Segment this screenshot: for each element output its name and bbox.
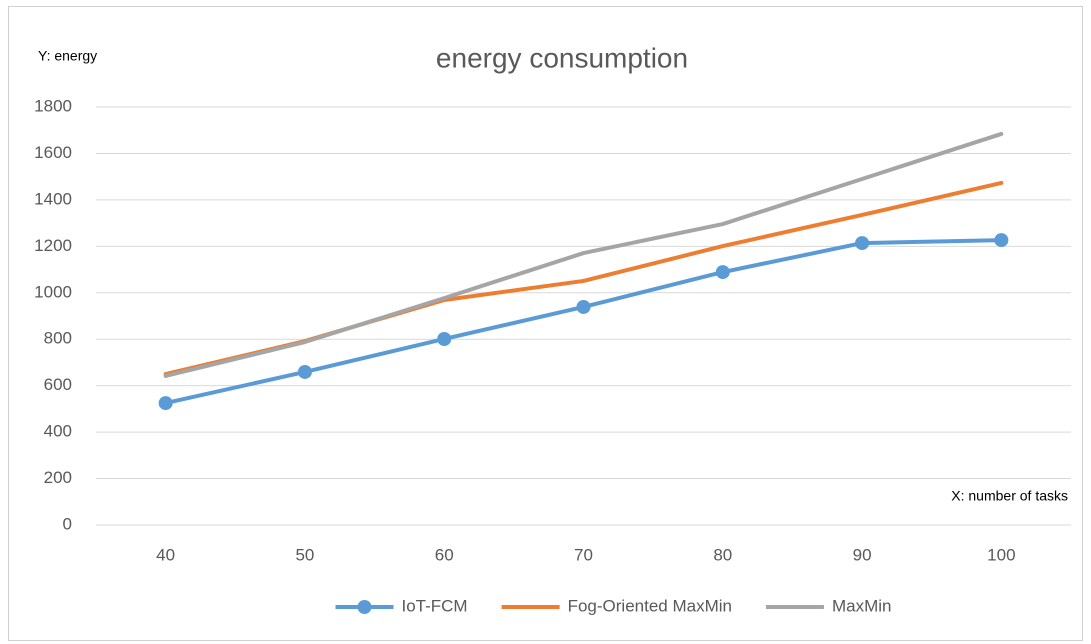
y-tick-label: 1400 xyxy=(34,189,72,208)
y-tick-label: 1200 xyxy=(34,236,72,255)
x-axis-label: X: number of tasks xyxy=(951,488,1068,504)
x-tick-label: 50 xyxy=(295,545,314,564)
legend-label: MaxMin xyxy=(832,596,892,615)
x-tick-label: 90 xyxy=(853,545,872,564)
y-tick-label: 600 xyxy=(44,375,72,394)
y-tick-label: 0 xyxy=(63,514,72,533)
data-point xyxy=(855,236,869,250)
legend-label: Fog-Oriented MaxMin xyxy=(568,596,732,615)
x-tick-label: 100 xyxy=(987,545,1015,564)
data-point xyxy=(298,365,312,379)
y-tick-label: 1000 xyxy=(34,282,72,301)
legend-marker xyxy=(357,600,371,614)
legend-label: IoT-FCM xyxy=(401,596,467,615)
x-tick-label: 40 xyxy=(156,545,175,564)
y-axis-label: Y: energy xyxy=(38,48,97,64)
x-tick-label: 70 xyxy=(574,545,593,564)
data-point xyxy=(716,265,730,279)
data-point xyxy=(577,300,591,314)
data-point xyxy=(159,396,173,410)
y-tick-label: 200 xyxy=(44,468,72,487)
y-tick-label: 1600 xyxy=(34,143,72,162)
data-point xyxy=(437,332,451,346)
chart-title: energy consumption xyxy=(436,42,688,73)
y-tick-label: 1800 xyxy=(34,96,72,115)
data-point xyxy=(994,233,1008,247)
x-tick-label: 80 xyxy=(713,545,732,564)
y-tick-label: 400 xyxy=(44,422,72,441)
chart: energy consumption Y: energy X: number o… xyxy=(0,0,1091,644)
x-tick-label: 60 xyxy=(435,545,454,564)
y-tick-label: 800 xyxy=(44,329,72,348)
